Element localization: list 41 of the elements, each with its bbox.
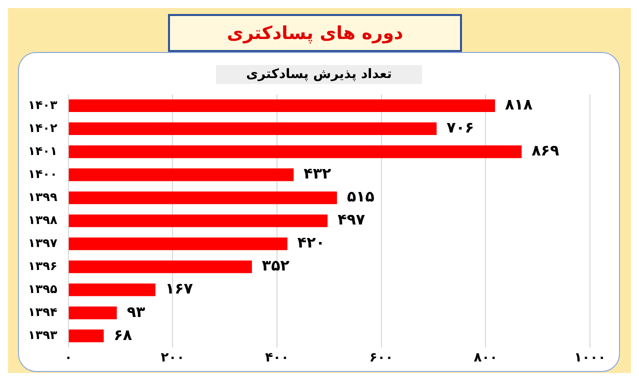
chart-subtitle: تعداد پذیرش پسادکتری xyxy=(216,65,422,84)
y-tick-label: ۱۳۹۷ xyxy=(28,236,58,250)
bar xyxy=(68,260,252,274)
bar xyxy=(68,306,117,320)
x-tick-label: ۱۰۰۰ xyxy=(574,350,606,366)
data-label: ۴۲۰ xyxy=(297,234,325,252)
bar xyxy=(68,145,522,158)
y-tick-label: ۱۳۹۴ xyxy=(28,305,58,319)
y-tick-label: ۱۳۹۸ xyxy=(28,212,58,227)
bar xyxy=(68,330,104,342)
y-tick-label: ۱۳۹۶ xyxy=(28,258,58,273)
data-label: ۶۸ xyxy=(114,326,132,344)
bar xyxy=(68,191,337,204)
data-label: ۵۱۵ xyxy=(346,188,374,206)
data-label: ۹۳ xyxy=(126,302,146,321)
bar xyxy=(68,284,156,296)
x-tick-label: ۰ xyxy=(64,350,72,366)
y-tick-label: ۱۴۰۱ xyxy=(28,144,58,158)
bar xyxy=(68,168,294,182)
data-label: ۴۳۲ xyxy=(304,164,332,183)
x-tick-label: ۲۰۰ xyxy=(160,350,185,366)
y-tick-label: ۱۴۰۲ xyxy=(28,120,58,135)
bar xyxy=(68,237,288,250)
x-tick-label: ۴۰۰ xyxy=(265,350,289,366)
x-tick-label: ۶۰۰ xyxy=(369,350,394,366)
data-label: ۸۶۹ xyxy=(532,142,560,160)
data-label: ۴۹۷ xyxy=(338,210,366,229)
y-tick-label: ۱۴۰۳ xyxy=(28,98,58,112)
bar xyxy=(68,214,328,228)
x-tick-label: ۸۰۰ xyxy=(474,350,498,366)
data-label: ۷۰۶ xyxy=(446,118,474,137)
y-tick-label: ۱۳۹۵ xyxy=(28,282,58,296)
y-tick-label: ۱۳۹۹ xyxy=(28,190,58,204)
bar xyxy=(68,122,437,136)
bar xyxy=(68,99,496,112)
data-label: ۸۱۸ xyxy=(505,96,533,114)
y-tick-label: ۱۳۹۳ xyxy=(28,328,58,342)
data-label: ۳۵۲ xyxy=(262,256,290,275)
chart-title: دوره های پسادکتری xyxy=(226,22,404,44)
y-tick-label: ۱۴۰۰ xyxy=(28,166,58,181)
data-label: ۱۶۷ xyxy=(165,280,193,298)
